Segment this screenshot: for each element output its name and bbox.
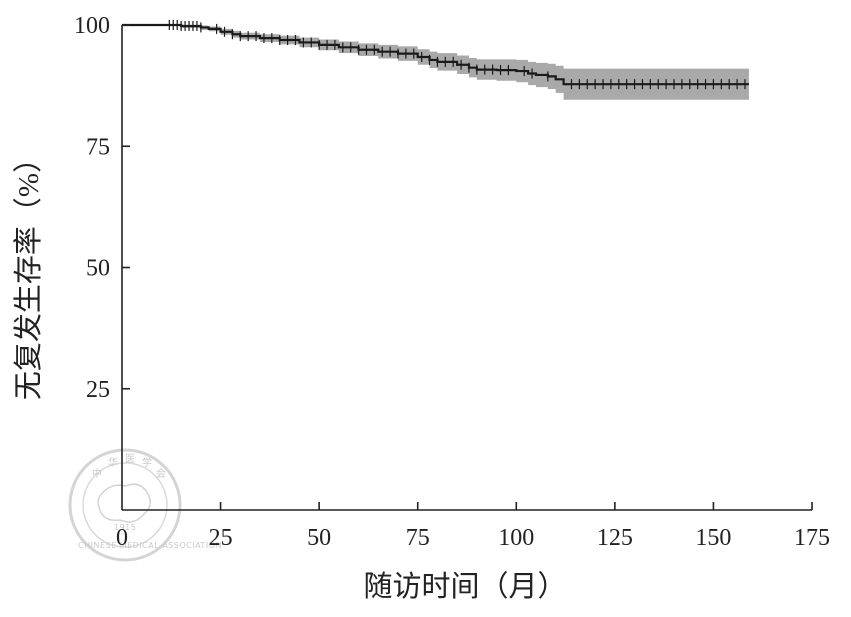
y-tick-label: 100	[74, 13, 110, 39]
x-tick-label: 25	[209, 525, 233, 551]
svg-text:中: 中	[92, 467, 102, 480]
censor-marks	[168, 20, 746, 90]
svg-text:华: 华	[108, 456, 118, 469]
svg-text:学: 学	[142, 456, 152, 469]
ci-band	[122, 25, 749, 100]
y-axis-ticks: 25 50 75 100	[74, 13, 130, 403]
x-tick-label: 0	[116, 525, 128, 551]
x-tick-label: 100	[498, 525, 534, 551]
svg-text:CHINESE MEDICAL ASSOCIATION: CHINESE MEDICAL ASSOCIATION	[78, 541, 222, 550]
x-axis-title: 随访时间（月）	[363, 570, 566, 603]
x-tick-label: 75	[406, 525, 430, 551]
chinese-medical-association-watermark: 中 华 医 学 会 1915 CHINESE MEDICAL ASSOCIATI…	[68, 448, 222, 562]
y-axis-title: 无复发生存率（%）	[12, 144, 45, 400]
x-tick-label: 125	[597, 525, 633, 551]
x-axis-ticks: 0 25 50 75 100 125 150 175	[116, 502, 830, 551]
svg-text:1915: 1915	[114, 523, 136, 532]
x-tick-label: 175	[794, 525, 830, 551]
y-tick-label: 25	[86, 377, 110, 403]
x-tick-label: 50	[307, 525, 331, 551]
svg-text:医: 医	[125, 453, 135, 465]
svg-text:会: 会	[156, 467, 166, 480]
y-tick-label: 75	[86, 134, 110, 160]
confidence-band	[122, 25, 749, 100]
x-tick-label: 150	[695, 525, 731, 551]
y-tick-label: 50	[86, 256, 110, 282]
